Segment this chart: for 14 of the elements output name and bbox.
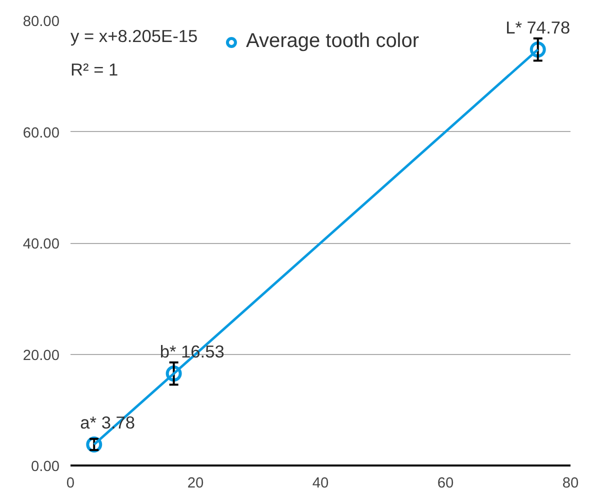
annotation: L* 74.78	[506, 18, 570, 38]
annotation: R² = 1	[70, 59, 118, 80]
y-tick-label: 0.00	[30, 459, 60, 475]
x-tick-label: 40	[312, 476, 329, 492]
x-tick-label: 0	[66, 476, 75, 492]
y-tick-label: 60.00	[22, 125, 60, 142]
x-tick-label: 60	[437, 476, 454, 492]
x-tick-label: 80	[562, 476, 579, 492]
annotation: y = x+8.205E-15	[70, 26, 198, 46]
x-tick-label: 20	[187, 476, 204, 492]
y-tick-label: 80.00	[22, 14, 60, 30]
legend-label: Average tooth color	[246, 30, 420, 53]
y-tick-label: 20.00	[22, 348, 60, 364]
y-tick-label: 40.00	[22, 236, 60, 252]
